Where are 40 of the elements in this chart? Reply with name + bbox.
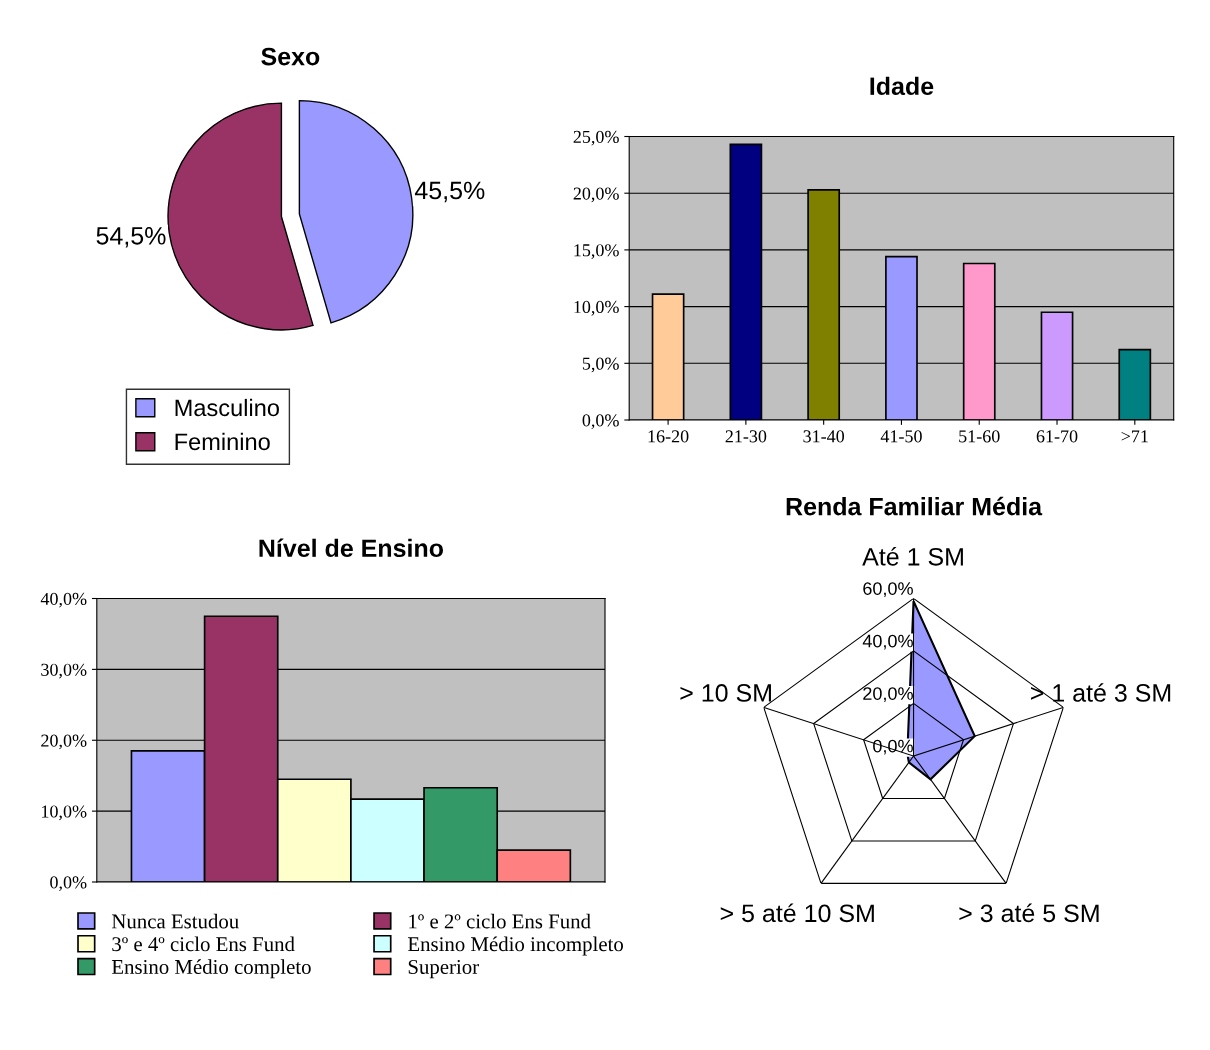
chart-title: Nível de Ensino xyxy=(259,538,444,558)
legend-label: Feminino xyxy=(175,432,270,451)
y-tick-label: 30,0% xyxy=(41,663,87,679)
spoke-label: > 5 até 10 SM xyxy=(720,903,874,923)
chart-title: Sexo xyxy=(261,47,320,66)
y-tick-label: 15,0% xyxy=(574,244,619,259)
chart-title: Renda Familiar Média xyxy=(786,496,1043,516)
y-tick-label: 0,0% xyxy=(582,414,619,430)
x-tick-label: 61-70 xyxy=(1036,430,1078,443)
y-tick-label: 40,0% xyxy=(862,634,913,650)
y-tick-label: 20,0% xyxy=(573,187,619,203)
legend-label: Nunca Estudou xyxy=(111,913,239,929)
legend-label: 1º e 2º ciclo Ens Fund xyxy=(409,913,591,929)
legend-label: 3º e 4º ciclo Ens Fund xyxy=(112,936,295,952)
y-tick-label: 10,0% xyxy=(42,805,87,821)
x-tick-label: 41-50 xyxy=(880,430,922,443)
legend-label: Ensino Médio incompleto xyxy=(407,936,623,956)
spoke-label: > 10 SM xyxy=(680,684,771,702)
data-label: 54,5% xyxy=(96,227,166,248)
chart-title: Idade xyxy=(870,76,934,96)
x-tick-label: 16-20 xyxy=(648,430,689,443)
spoke-label: Até 1 SM xyxy=(862,546,963,566)
y-tick-label: 60,0% xyxy=(863,582,913,598)
y-tick-label: 25,0% xyxy=(573,130,619,146)
legend-label: Masculino xyxy=(175,398,279,417)
x-tick-label: 31-40 xyxy=(803,430,845,443)
spoke-label: > 1 até 3 SM xyxy=(1031,683,1171,702)
y-tick-label: 20,0% xyxy=(41,734,87,750)
x-tick-label: 21-30 xyxy=(725,430,767,443)
spoke-label: > 3 até 5 SM xyxy=(959,903,1099,923)
y-tick-label: 0,0% xyxy=(50,876,87,892)
y-tick-label: 20,0% xyxy=(863,687,913,703)
y-tick-label: 5,0% xyxy=(582,357,619,373)
legend-label: Superior xyxy=(408,959,479,979)
y-tick-label: 40,0% xyxy=(40,592,87,608)
y-tick-label: 10,0% xyxy=(574,300,619,316)
x-tick-label: >71 xyxy=(1121,430,1148,443)
x-tick-label: 51-60 xyxy=(959,430,1000,443)
legend-label: Ensino Médio completo xyxy=(111,959,311,979)
data-label: 45,5% xyxy=(414,181,485,203)
